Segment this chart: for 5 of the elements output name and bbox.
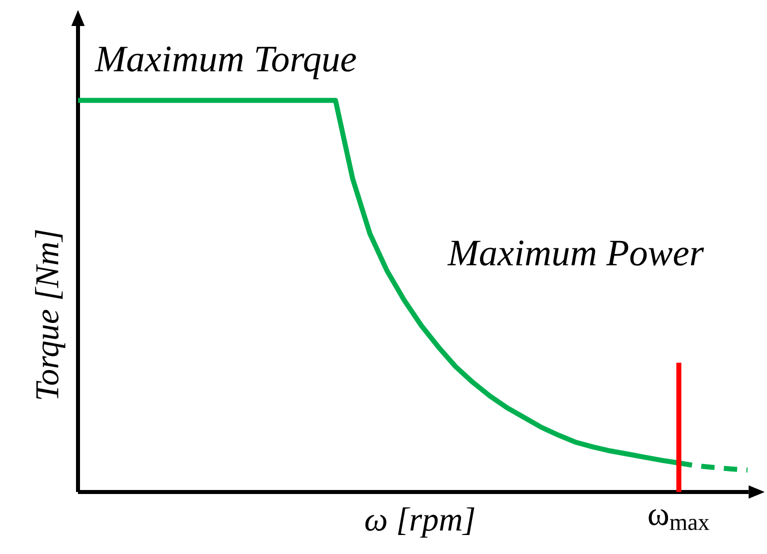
text: Maximum Torque [94,46,356,80]
annotation: Maximum Power [447,240,704,266]
text: ω$_{max}$ [648,509,710,530]
x-axis-title: ω [rpm] [365,507,474,538]
y-axis-title: Torque [Nm] [35,230,66,400]
